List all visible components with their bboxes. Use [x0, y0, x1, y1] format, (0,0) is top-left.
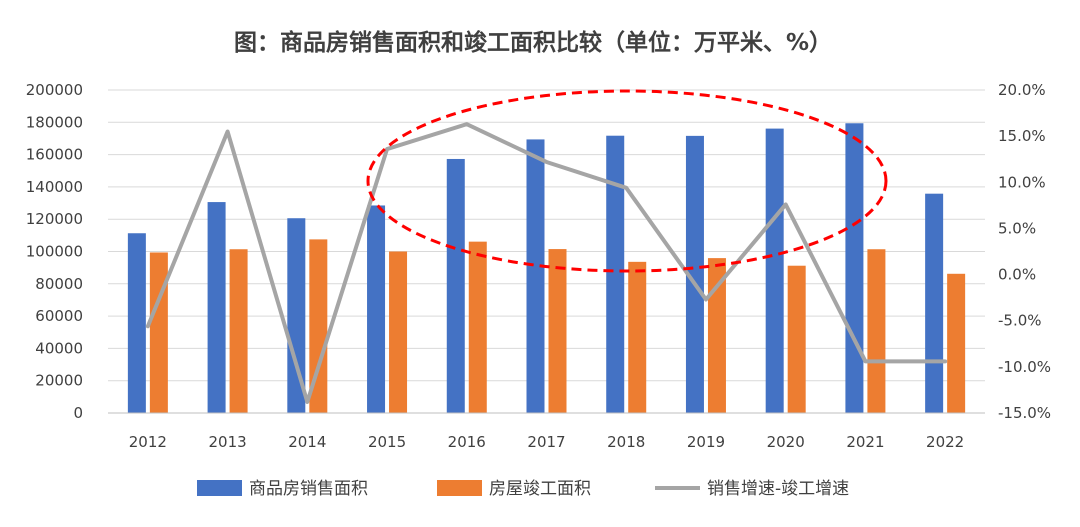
- x-axis-tick-label: 2013: [208, 433, 246, 451]
- bar: [925, 193, 944, 413]
- bar: [685, 135, 704, 413]
- x-axis-tick-label: 2021: [846, 433, 884, 451]
- bar: [468, 241, 487, 413]
- bar: [548, 249, 567, 413]
- bar: [389, 251, 408, 413]
- bar: [229, 249, 248, 413]
- left-axis-tick-label: 80000: [35, 275, 83, 293]
- left-axis-tick-label: 180000: [26, 113, 83, 131]
- left-axis-tick-label: 160000: [26, 146, 83, 164]
- bar: [207, 202, 226, 413]
- legend-swatch: [437, 480, 482, 496]
- bar: [845, 123, 864, 414]
- x-axis-tick-label: 2018: [607, 433, 645, 451]
- right-axis-tick-labels: -15.0% -10.0% -5.0% 0.0% 5.0% 10.0% 15.0% 20.0%: [998, 81, 1051, 422]
- x-axis-tick-label: 2017: [527, 433, 565, 451]
- annotation-dashed-ellipse: [366, 89, 888, 273]
- bar: [867, 249, 886, 413]
- bar: [287, 218, 306, 413]
- x-axis-tick-labels: 2012 2013 2014 2015 2016 2017 2018 2019 2020 2021…: [108, 412, 985, 451]
- x-axis-tick-label: 2015: [368, 433, 406, 451]
- legend: 商品房销售面积 房屋竣工面积 销售增速-竣工增速: [197, 479, 849, 499]
- line-series: [145, 122, 948, 404]
- bar: [149, 252, 168, 413]
- right-axis-tick-label: 0.0%: [998, 266, 1036, 284]
- right-axis-tick-label: 15.0%: [998, 127, 1046, 145]
- right-axis-tick-label: -15.0%: [998, 404, 1051, 422]
- legend-label: 房屋竣工面积: [489, 479, 591, 499]
- legend-swatch: [197, 480, 242, 496]
- left-axis-tick-label: 20000: [35, 372, 83, 390]
- left-axis-tick-label: 200000: [26, 81, 83, 99]
- chart-title: 图：商品房销售面积和竣工面积比较（单位：万平米、%）: [234, 29, 832, 56]
- x-axis-tick-label: 2012: [129, 433, 167, 451]
- bar-series: [127, 123, 966, 414]
- right-axis-tick-label: 10.0%: [998, 173, 1046, 191]
- left-axis-tick-label: 120000: [26, 210, 83, 228]
- bar-series-1: [127, 123, 944, 414]
- bar: [947, 273, 966, 413]
- bar: [446, 158, 465, 413]
- right-axis-tick-label: -5.0%: [998, 312, 1042, 330]
- x-axis-tick-label: 2020: [767, 433, 805, 451]
- left-axis-tick-label: 140000: [26, 178, 83, 196]
- left-axis-tick-label: 100000: [26, 243, 83, 261]
- bar: [628, 261, 647, 413]
- right-axis-tick-label: 20.0%: [998, 81, 1046, 99]
- bar-series-2: [149, 239, 966, 413]
- annotation: [366, 89, 888, 273]
- bar: [707, 258, 726, 413]
- left-axis-tick-label: 60000: [35, 307, 83, 325]
- bar: [606, 135, 625, 413]
- bar: [787, 265, 806, 413]
- x-axis-tick-label: 2014: [288, 433, 326, 451]
- x-axis-tick-label: 2019: [687, 433, 725, 451]
- line-series-1: [145, 122, 948, 404]
- bar: [526, 139, 545, 413]
- bar: [309, 239, 328, 413]
- right-axis-tick-label: -10.0%: [998, 358, 1051, 376]
- left-axis-tick-labels: 0 20000 40000 60000 80000 100000 120000 140000 1…: [26, 81, 83, 422]
- legend-label: 商品房销售面积: [249, 479, 368, 499]
- bar: [765, 128, 784, 413]
- left-axis-tick-label: 40000: [35, 339, 83, 357]
- bar: [127, 233, 146, 413]
- right-axis-tick-label: 5.0%: [998, 219, 1036, 237]
- bar: [367, 205, 386, 413]
- x-axis-tick-label: 2022: [926, 433, 964, 451]
- x-axis-tick-label: 2016: [448, 433, 486, 451]
- left-axis-tick-label: 0: [73, 404, 83, 422]
- legend-label: 销售增速-竣工增速: [707, 479, 849, 499]
